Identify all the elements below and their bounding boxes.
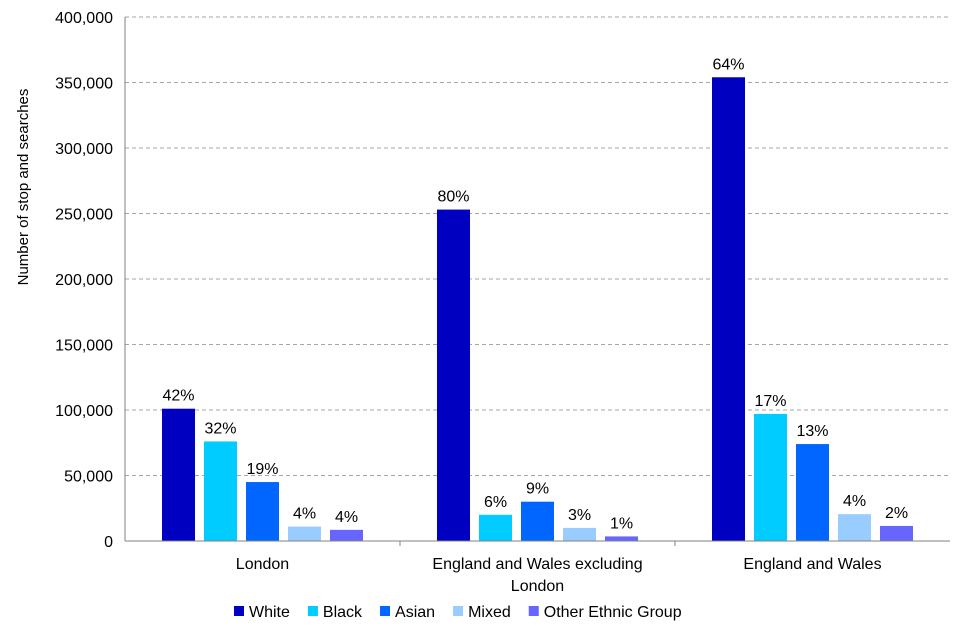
data-label: 64%: [712, 56, 744, 73]
bar-black: [479, 514, 512, 541]
bar-asian: [796, 444, 829, 541]
category-labels: London England and Wales excluding London E…: [236, 556, 882, 595]
y-tick-label: 400,000: [55, 10, 113, 27]
legend-label: Other Ethnic Group: [544, 604, 682, 621]
axes: [124, 17, 950, 546]
data-label: 19%: [246, 461, 278, 478]
data-labels: 42% 32% 19% 4% 4% 80% 6% 9% 3% 1% 64% 17% 13% 4% 2%: [162, 56, 908, 532]
legend-swatch: [528, 606, 539, 616]
y-tick-label: 0: [104, 534, 113, 551]
y-tick-label: 100,000: [55, 403, 113, 420]
category-label: London: [511, 578, 564, 595]
legend: White Black Asian Mixed Other Ethnic Group: [234, 604, 682, 621]
data-label: 1%: [610, 515, 633, 532]
data-label: 9%: [526, 481, 549, 498]
legend-swatch: [380, 606, 391, 616]
legend-swatch: [234, 606, 244, 616]
bar-black: [204, 441, 237, 541]
bar-other-ethnic-group: [605, 536, 638, 541]
y-tick-label: 250,000: [55, 207, 113, 224]
bar-other-ethnic-group: [880, 525, 913, 541]
data-label: 13%: [796, 423, 828, 440]
y-tick-label: 350,000: [55, 76, 113, 93]
data-label: 4%: [335, 509, 358, 526]
legend-label: Mixed: [468, 604, 511, 621]
data-label: 42%: [162, 388, 194, 405]
category-label: England and Wales: [743, 556, 881, 573]
data-label: 4%: [843, 493, 866, 510]
bar-mixed: [563, 527, 596, 541]
bar-asian: [521, 501, 554, 541]
legend-label: Black: [323, 604, 363, 621]
y-tick-label: 300,000: [55, 141, 113, 158]
data-label: 6%: [484, 494, 507, 511]
bar-mixed: [838, 514, 871, 541]
bar-white: [162, 408, 195, 541]
data-label: 80%: [437, 189, 469, 206]
legend-swatch: [307, 606, 318, 616]
data-label: 4%: [293, 506, 316, 523]
y-tick-label: 150,000: [55, 338, 113, 355]
data-label: 32%: [204, 420, 236, 437]
y-axis-title: Number of stop and searches: [15, 89, 32, 286]
y-axis-ticks: 0 50,000 100,000 150,000 200,000 250,000 300,0…: [55, 10, 113, 551]
bar-black: [754, 413, 787, 541]
bar-mixed: [288, 526, 321, 541]
y-tick-label: 50,000: [64, 469, 113, 486]
category-label: England and Wales excluding: [432, 556, 642, 573]
bar-other-ethnic-group: [330, 529, 363, 541]
legend-label: Asian: [395, 604, 435, 621]
legend-label: White: [249, 604, 290, 621]
bar-white: [437, 209, 470, 541]
y-tick-label: 200,000: [55, 272, 113, 289]
data-label: 17%: [754, 393, 786, 410]
legend-swatch: [453, 606, 464, 616]
bar-asian: [246, 482, 279, 541]
bar-white: [712, 77, 745, 541]
data-label: 2%: [885, 505, 908, 522]
gridlines: [125, 16, 950, 476]
data-label: 3%: [568, 507, 591, 524]
bars: [162, 77, 913, 541]
category-label: London: [236, 556, 289, 573]
